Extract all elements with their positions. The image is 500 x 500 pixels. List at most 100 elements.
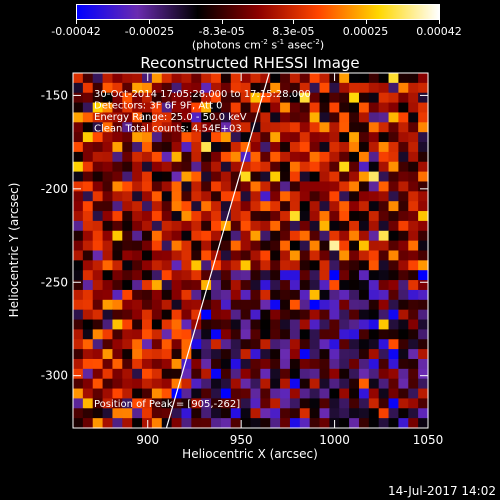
heatmap-cell: [220, 73, 232, 84]
y-axis-label: Heliocentric Y (arcsec): [7, 182, 21, 318]
heatmap-cell: [368, 220, 380, 232]
heatmap-cell: [142, 161, 153, 173]
heatmap-cell: [171, 329, 183, 340]
heatmap-cell: [211, 388, 222, 400]
heatmap-cell: [398, 102, 409, 114]
heatmap-cell: [289, 240, 301, 252]
heatmap-cell: [329, 230, 340, 242]
heatmap-cell: [161, 418, 173, 429]
heatmap-cell: [289, 191, 301, 202]
heatmap-cell: [418, 211, 429, 222]
heatmap-cell: [230, 132, 242, 143]
heatmap-cell: [181, 349, 192, 360]
heatmap-cell: [142, 280, 153, 291]
heatmap-cell: [299, 201, 311, 212]
heatmap-cell: [240, 142, 252, 153]
heatmap-cell: [112, 398, 123, 409]
heatmap-cell: [260, 122, 271, 133]
heatmap-cell: [171, 319, 183, 330]
heatmap-cell: [329, 270, 340, 281]
heatmap-cell: [220, 171, 232, 183]
heatmap-cell: [408, 151, 419, 163]
heatmap-cell: [102, 122, 114, 133]
heatmap-cell: [299, 250, 311, 261]
heatmap-cell: [122, 211, 133, 222]
heatmap-cell: [378, 132, 390, 143]
heatmap-cell: [260, 151, 271, 163]
heatmap-cell: [378, 270, 390, 281]
heatmap-cell: [299, 368, 311, 380]
heatmap-cell: [201, 388, 212, 400]
heatmap-cell: [191, 191, 202, 202]
heatmap-cell: [368, 181, 380, 192]
heatmap-cell: [191, 289, 202, 301]
heatmap-cell: [398, 82, 409, 94]
heatmap-cell: [418, 161, 429, 173]
heatmap-cell: [349, 319, 360, 330]
heatmap-cell: [250, 220, 261, 232]
heatmap-cell: [319, 142, 330, 153]
heatmap-cell: [122, 309, 133, 321]
heatmap-cell: [349, 132, 360, 143]
heatmap-cell: [358, 299, 370, 311]
heatmap-cell: [92, 289, 104, 301]
heatmap-cell: [418, 181, 429, 192]
heatmap-cell: [92, 339, 104, 350]
heatmap-cell: [408, 92, 419, 104]
heatmap-cell: [349, 181, 360, 192]
heatmap-cell: [220, 319, 232, 330]
heatmap-cell: [171, 260, 183, 271]
heatmap-cell: [201, 240, 212, 252]
heatmap-cell: [151, 132, 163, 143]
heatmap-cell: [112, 408, 123, 419]
heatmap-cell: [280, 201, 291, 212]
heatmap-cell: [329, 388, 340, 400]
heatmap-cell: [201, 220, 212, 232]
heatmap-cell: [73, 309, 84, 321]
heatmap-cell: [289, 181, 301, 192]
heatmap-cell: [378, 418, 390, 429]
heatmap-cell: [132, 250, 143, 261]
heatmap-cell: [73, 280, 84, 291]
heatmap-cell: [132, 398, 143, 409]
heatmap-cell: [339, 112, 350, 123]
heatmap-cell: [418, 358, 429, 370]
heatmap-cell: [339, 408, 350, 419]
colorbar-tick-label: 0.00025: [342, 25, 389, 38]
heatmap-cell: [142, 358, 153, 370]
heatmap-cell: [112, 73, 123, 84]
heatmap-cell: [418, 171, 429, 183]
heatmap-cell: [398, 151, 409, 163]
heatmap-cell: [82, 220, 94, 232]
heatmap-cell: [73, 260, 84, 271]
heatmap-cell: [211, 299, 222, 311]
heatmap-cell: [201, 211, 212, 222]
heatmap-cell: [418, 329, 429, 340]
heatmap-cell: [171, 161, 183, 173]
heatmap-cell: [82, 151, 94, 163]
heatmap-cell: [398, 191, 409, 202]
heatmap-cell: [122, 102, 133, 114]
footer-date: 14-Jul-2017 14:02: [387, 484, 496, 498]
heatmap-cell: [82, 289, 94, 301]
heatmap-cell: [161, 358, 173, 370]
heatmap-cell: [398, 299, 409, 311]
heatmap-cell: [270, 349, 281, 360]
heatmap-cell: [92, 319, 104, 330]
heatmap-cell: [112, 309, 123, 321]
heatmap-cell: [408, 181, 419, 192]
heatmap-cell: [73, 142, 84, 153]
heatmap-cell: [299, 220, 311, 232]
heatmap-cell: [211, 161, 222, 173]
heatmap-cell: [201, 112, 212, 123]
heatmap-cell: [82, 339, 94, 350]
heatmap-cell: [408, 122, 419, 133]
heatmap-cell: [82, 230, 94, 242]
heatmap-cell: [171, 122, 183, 133]
heatmap-cell: [408, 378, 419, 390]
heatmap-cell: [378, 398, 390, 409]
heatmap-cell: [368, 358, 380, 370]
heatmap-cell: [339, 220, 350, 232]
heatmap-cell: [408, 211, 419, 222]
heatmap-cell: [161, 240, 173, 252]
